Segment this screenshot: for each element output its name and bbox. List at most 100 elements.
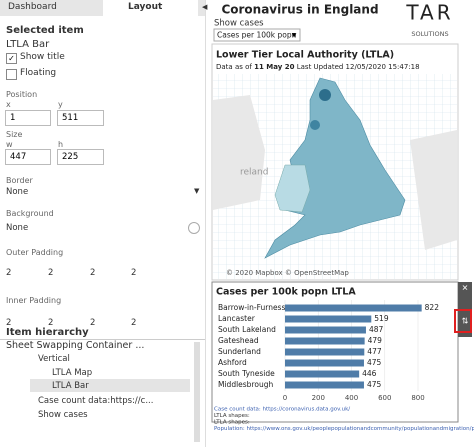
- tab-active[interactable]: [103, 0, 198, 16]
- tree-item[interactable]: Show cases: [38, 410, 88, 420]
- move-icon[interactable]: ⇅: [462, 317, 469, 326]
- field-label: Border: [6, 176, 33, 185]
- close-icon[interactable]: ✕: [462, 284, 469, 293]
- highlight-box: [454, 309, 472, 333]
- selected-name: LTLA Bar: [6, 39, 50, 50]
- value-label: 487: [369, 325, 384, 334]
- bar: [285, 337, 365, 345]
- bar: [285, 381, 364, 389]
- x-tick-label: 800: [411, 394, 424, 402]
- dashboard-title: Coronavirus in England: [221, 3, 378, 17]
- category-label: Ashford: [218, 358, 247, 367]
- value-label: 477: [367, 347, 382, 356]
- x-tick-label: 400: [345, 394, 358, 402]
- collapse-arrow[interactable]: ◀: [202, 3, 208, 11]
- x-tick-label: 600: [378, 394, 391, 402]
- input[interactable]: 225: [57, 149, 104, 165]
- tree-item[interactable]: LTLA Bar: [52, 381, 89, 391]
- value-label: 475: [367, 380, 382, 389]
- map-attribution: © 2020 Mapbox © OpenStreetMap: [226, 269, 349, 277]
- checkbox[interactable]: [6, 69, 17, 80]
- bar: [285, 370, 360, 378]
- checkbox-label: Floating: [20, 68, 57, 78]
- checkbox[interactable]: ✓: [6, 53, 17, 64]
- bar: [285, 304, 422, 312]
- dashboard: Coronavirus in England TAR SOLUTIONS Sho…: [211, 1, 474, 433]
- logo-sub: SOLUTIONS: [411, 30, 448, 38]
- section-heading: Item hierarchy: [6, 327, 89, 338]
- filter-value[interactable]: Cases per 100k popn: [217, 31, 297, 40]
- category-label: South Lakeland: [218, 325, 276, 334]
- map-title: Lower Tier Local Authority (LTLA): [216, 50, 394, 61]
- color-icon[interactable]: [188, 222, 200, 234]
- x-tick-label: 200: [312, 394, 325, 402]
- field-label: x: [6, 100, 11, 109]
- dropdown[interactable]: None: [6, 187, 29, 197]
- tree-item[interactable]: LTLA Map: [52, 368, 93, 378]
- field-label: h: [58, 140, 64, 149]
- map-subtitle: Data as of 11 May 20 Last Updated 12/05/…: [216, 63, 420, 71]
- checkbox-label: Show title: [20, 52, 65, 62]
- left-panel: Dashboard Layout Selected item LTLA Bar …: [0, 0, 206, 447]
- footer-line: LTLA shapes:: [214, 420, 250, 426]
- tree-item[interactable]: Vertical: [38, 354, 70, 364]
- value-label: 475: [367, 358, 382, 367]
- tab[interactable]: Dashboard: [8, 2, 57, 12]
- tree-highlight: [30, 379, 190, 392]
- padding-value[interactable]: 2: [48, 268, 54, 278]
- padding-value[interactable]: 2: [90, 318, 96, 328]
- bar: [285, 315, 372, 323]
- filter-label: Show cases: [214, 19, 264, 29]
- footer-line: Population: https://www.ons.gov.uk/peopl…: [214, 426, 474, 432]
- bar-chart: 0 200 400 600 800 Barrow-in-Furness 822 Lancast…: [218, 300, 439, 402]
- filter-dropdown[interactable]: [213, 28, 301, 42]
- divider: [0, 339, 205, 340]
- padding-value[interactable]: 2: [131, 268, 137, 278]
- padding-value[interactable]: 2: [6, 318, 12, 328]
- tree-item[interactable]: Case count data:https://c...: [38, 396, 154, 406]
- scrollbar[interactable]: [194, 342, 200, 442]
- padding-value[interactable]: 2: [6, 268, 12, 278]
- footer: Case count data: https://coronavirus.dat…: [214, 407, 474, 433]
- footer-line: LTLA shapes:: [214, 413, 250, 419]
- land: [213, 95, 265, 210]
- logo: TAR: [405, 1, 453, 25]
- map-region: [310, 120, 320, 130]
- x-tick-label: 0: [283, 394, 287, 402]
- value-label: 479: [368, 336, 383, 345]
- value-label: 446: [362, 369, 377, 378]
- dropdown-arrow[interactable]: ▼: [194, 187, 200, 195]
- bar: [285, 359, 364, 367]
- padding-value[interactable]: 2: [48, 318, 54, 328]
- footer-line: Case count data: https://coronavirus.dat…: [214, 407, 350, 413]
- field-label: y: [58, 100, 63, 109]
- input[interactable]: 447: [5, 149, 51, 165]
- bar: [285, 326, 366, 334]
- field-label: Background: [6, 209, 54, 218]
- bar: [285, 348, 365, 356]
- selected-heading: Selected item: [6, 25, 84, 36]
- value-label: 519: [374, 314, 389, 323]
- land: [410, 130, 457, 250]
- padding-value[interactable]: 2: [90, 268, 96, 278]
- tab[interactable]: Layout: [128, 2, 163, 12]
- field-label: Size: [6, 130, 23, 139]
- place-label: reland: [240, 168, 268, 178]
- category-label: Middlesbrough: [218, 380, 273, 389]
- dropdown-arrow[interactable]: ▼: [292, 32, 297, 39]
- category-label: Barrow-in-Furness: [218, 303, 285, 312]
- dropdown[interactable]: None: [6, 223, 29, 233]
- value-label: 822: [425, 303, 440, 312]
- field-label: Outer Padding: [6, 248, 64, 257]
- tree-item[interactable]: Sheet Swapping Container ...: [6, 340, 145, 351]
- input[interactable]: 511: [57, 110, 104, 126]
- padding-value[interactable]: 2: [131, 318, 137, 328]
- field-label: Position: [6, 90, 38, 99]
- bar-title: Cases per 100k popn LTLA: [216, 287, 356, 298]
- category-label: Lancaster: [218, 314, 256, 323]
- field-label: Inner Padding: [6, 296, 62, 305]
- input[interactable]: 1: [5, 110, 51, 126]
- category-label: Gateshead: [218, 336, 259, 345]
- england-shape: [264, 77, 406, 259]
